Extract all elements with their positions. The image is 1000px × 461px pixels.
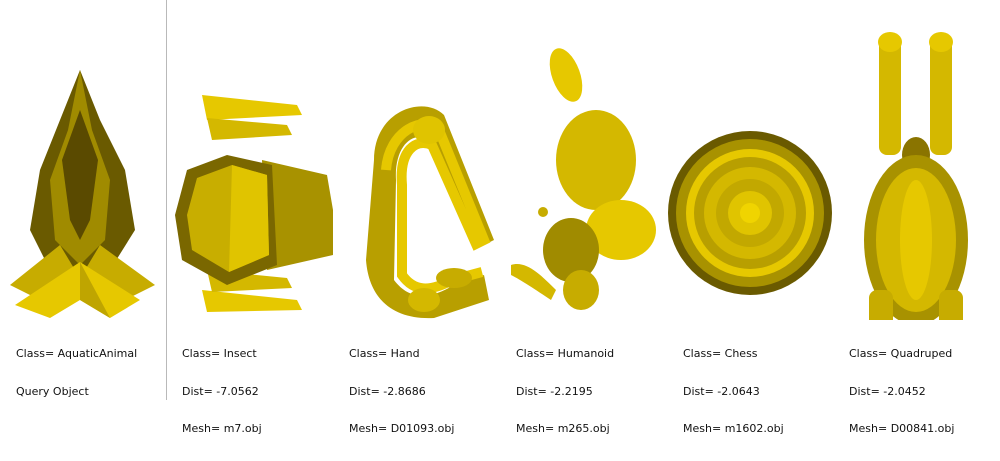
class-value: Insect [223, 347, 257, 360]
dist-label: Dist= [349, 384, 380, 398]
class-label: Class= [683, 347, 722, 360]
query-caption: Class= AquaticAnimal Query Object [16, 323, 137, 423]
mesh-label: Mesh= [849, 422, 888, 435]
insect-mesh [175, 95, 333, 312]
result-panel-4[interactable]: Class= Chess Dist= -2.0643 Mesh= m1602.o… [668, 0, 834, 435]
result-caption-4: Class= Chess Dist= -2.0643 Mesh= m1602.o… [683, 323, 784, 461]
humanoid-mesh [511, 48, 656, 310]
result-caption-1: Class= Insect Dist= -7.0562 Mesh= m7.obj [182, 323, 262, 461]
result-caption-5: Class= Quadruped Dist= -2.0452 Mesh= D00… [849, 323, 954, 461]
dist-label: Dist= [516, 384, 547, 398]
hand-mesh [366, 106, 494, 319]
class-label: Class= [516, 347, 555, 360]
result-panel-2[interactable]: Class= Hand Dist= -2.8686 Mesh= D01093.o… [334, 0, 500, 435]
class-value: Humanoid [557, 347, 615, 360]
class-label: Class= [182, 347, 221, 360]
query-panel: Class= AquaticAnimal Query Object [0, 0, 166, 400]
mesh-label: Mesh= [516, 422, 555, 435]
dist-value: -2.8686 [383, 384, 426, 398]
class-label: Class= [849, 347, 888, 360]
panel-divider [166, 0, 167, 400]
result-panel-3[interactable]: Class= Humanoid Dist= -2.2195 Mesh= m265… [501, 0, 667, 435]
query-object-label: Query Object [16, 384, 89, 398]
chess-piece-mesh [668, 131, 832, 295]
mesh-label: Mesh= [182, 422, 221, 435]
mesh-value: D01093.obj [390, 422, 455, 435]
result-panel-1[interactable]: Class= Insect Dist= -7.0562 Mesh= m7.obj [167, 0, 333, 435]
class-value: Hand [390, 347, 420, 360]
mesh-value: m7.obj [223, 422, 262, 435]
class-label: Class= [16, 347, 55, 360]
dist-value: -7.0562 [216, 384, 259, 398]
class-label: Class= [349, 347, 388, 360]
class-value: Quadruped [890, 347, 953, 360]
quadruped-mesh [864, 32, 968, 320]
mesh-label: Mesh= [349, 422, 388, 435]
dist-label: Dist= [683, 384, 714, 398]
aquatic-animal-mesh [10, 70, 155, 318]
class-value: Chess [724, 347, 758, 360]
dist-label: Dist= [849, 384, 880, 398]
dist-value: -2.2195 [550, 384, 593, 398]
dist-value: -2.0643 [717, 384, 760, 398]
dist-label: Dist= [182, 384, 213, 398]
mesh-value: m1602.obj [724, 422, 784, 435]
mesh-value: m265.obj [557, 422, 610, 435]
mesh-label: Mesh= [683, 422, 722, 435]
result-panel-5[interactable]: Class= Quadruped Dist= -2.0452 Mesh= D00… [834, 0, 1000, 435]
result-caption-3: Class= Humanoid Dist= -2.2195 Mesh= m265… [516, 323, 614, 461]
mesh-value: D00841.obj [890, 422, 955, 435]
dist-value: -2.0452 [883, 384, 926, 398]
class-value: AquaticAnimal [57, 347, 138, 360]
result-caption-2: Class= Hand Dist= -2.8686 Mesh= D01093.o… [349, 323, 454, 461]
